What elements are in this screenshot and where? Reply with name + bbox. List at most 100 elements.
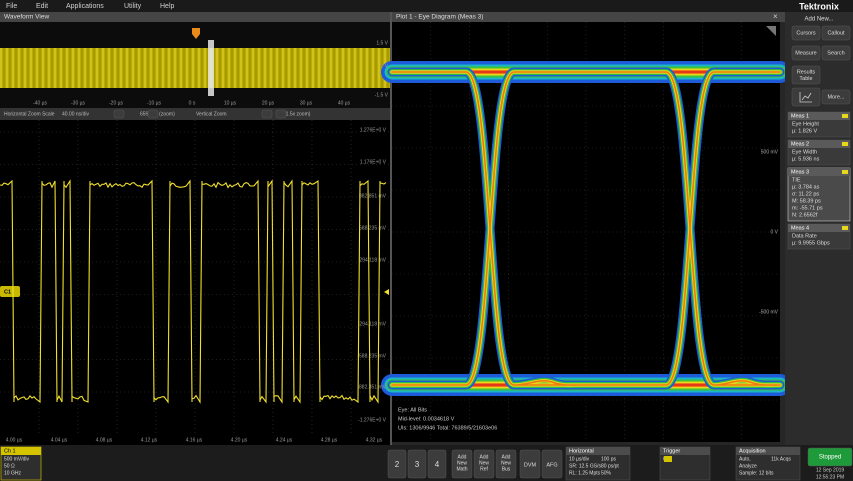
sidebar-button[interactable] (821, 45, 851, 61)
y-label: -588.235 mV (357, 353, 386, 359)
channel-header (1, 447, 41, 455)
add-button[interactable] (451, 449, 473, 479)
button-label: New (501, 460, 511, 466)
sidebar-button[interactable] (821, 89, 851, 105)
channel-button-label[interactable]: 4 (435, 460, 440, 469)
meas-line: N: 2.6562f (792, 212, 818, 218)
sidebar-button[interactable] (791, 45, 821, 61)
grid (0, 120, 390, 435)
overview-tick: 20 µs (262, 100, 275, 106)
meas-badge[interactable] (787, 167, 851, 222)
button-label: Cursors (796, 30, 816, 36)
tool-label[interactable]: DVM (524, 462, 537, 468)
y-label: -294.118 mV (358, 321, 387, 327)
add-button[interactable] (495, 449, 517, 479)
channel-button-label[interactable]: 3 (415, 460, 420, 469)
time-label: 4.24 µs (276, 437, 293, 443)
menu-item[interactable]: Utility (124, 3, 142, 10)
zoom-button[interactable] (113, 109, 125, 119)
menu-item[interactable]: Help (160, 3, 175, 10)
zoom-window[interactable] (208, 40, 214, 96)
tool-button[interactable] (541, 449, 563, 479)
overview-tick: 10 µs (224, 100, 237, 106)
channel-button[interactable] (427, 449, 447, 479)
sidebar-button[interactable] (821, 25, 851, 41)
meas-header (788, 168, 850, 176)
eye-diagram (381, 61, 791, 396)
acquisition-title: Acquisition (739, 448, 766, 454)
y-label: 1.176E+0 V (360, 159, 387, 165)
button-label: Ref (480, 466, 488, 472)
run-state[interactable]: Stopped (819, 455, 841, 461)
menu-item[interactable]: File (6, 3, 17, 10)
acquisition-line: Sample: 12 bits (739, 470, 774, 476)
button-label: Measure (795, 50, 816, 56)
time-label: 4.04 µs (51, 437, 68, 443)
zoom-bar-text: Vertical Zoom (196, 111, 227, 117)
y-label: -1.276E+0 V (358, 417, 387, 423)
tool-label[interactable]: AFG (546, 462, 557, 468)
zoom-bar-text: 40.00 ns/div (62, 111, 89, 117)
channel-line: 10 GHz (4, 470, 21, 476)
eye-info: Mid-level: 0.0034618 V (398, 416, 455, 422)
meas-title: Meas 2 (791, 141, 809, 147)
meas-line: Eye Width (792, 149, 817, 155)
time-label: 4.00 µs (6, 437, 23, 443)
zoom-button[interactable] (261, 109, 273, 119)
zoom-button[interactable] (275, 109, 287, 119)
trigger-icon (664, 456, 672, 462)
horizontal-line: 80 ps/pt (601, 463, 619, 469)
plot-icon (799, 92, 812, 103)
channel-marker[interactable] (0, 286, 20, 297)
zoom-bar-text: Horizontal Zoom Scale (4, 111, 55, 117)
meas-title: Meas 4 (791, 225, 809, 231)
overview-tick: -40 µs (33, 100, 47, 106)
tool-button[interactable] (519, 449, 541, 479)
sidebar-button[interactable] (791, 65, 821, 85)
button-label: Add (502, 454, 511, 460)
add-button[interactable] (473, 449, 495, 479)
zoom-bar (0, 108, 390, 120)
acquisition-line: 11k Acqs (771, 456, 791, 462)
acquisition-header (736, 447, 800, 455)
divider (390, 12, 392, 445)
y-label: -500 mV (759, 309, 779, 315)
horizontal-header (566, 447, 630, 455)
waveform-title-bar (0, 12, 390, 22)
eye-info: UIs: 1306/9946 Total: 76389/5/21603e06 (398, 425, 497, 431)
button-label: Add (458, 454, 467, 460)
run-stop-button[interactable] (807, 447, 853, 467)
meas-line: Eye Height (792, 121, 819, 127)
menu-item[interactable]: Applications (66, 3, 104, 10)
menu-bar (0, 0, 853, 12)
eye-title-bar (392, 12, 785, 22)
waveform-trace (0, 179, 387, 404)
ground-arrow (384, 289, 389, 295)
meas-color (842, 226, 848, 230)
overview-waveform (0, 48, 390, 88)
button-label: More... (827, 94, 845, 100)
meas-header (788, 112, 850, 120)
channel-line: 50 Ω (4, 463, 15, 469)
overview-tick: 30 µs (300, 100, 313, 106)
zoom-button[interactable] (147, 109, 159, 119)
menu-item[interactable]: Edit (36, 3, 48, 10)
close-icon[interactable]: × (773, 12, 778, 21)
button-label: Search (827, 50, 844, 56)
acquisition-line: Analyze (739, 463, 757, 469)
meas-line: µ: 1.826 V (792, 128, 818, 134)
y-label: 882.851 mV (359, 193, 387, 199)
sidebar-button[interactable] (791, 25, 821, 41)
meas-color (842, 170, 848, 174)
time-label: 4.32 µs (366, 437, 383, 443)
meas-line: TIE (792, 177, 801, 183)
channel-button[interactable] (407, 449, 427, 479)
corner-icon (766, 26, 776, 36)
time: 12:55:23 PM (816, 474, 844, 480)
channel-button[interactable] (387, 449, 407, 479)
overview-level: 0 V (380, 63, 388, 69)
channel-button-label[interactable]: 2 (395, 460, 400, 469)
eye-info: Eye: All Bits (398, 407, 427, 413)
horizontal-line: RL: 1.25 Mpts (569, 470, 601, 476)
y-label: -882.351 mV (357, 384, 386, 390)
